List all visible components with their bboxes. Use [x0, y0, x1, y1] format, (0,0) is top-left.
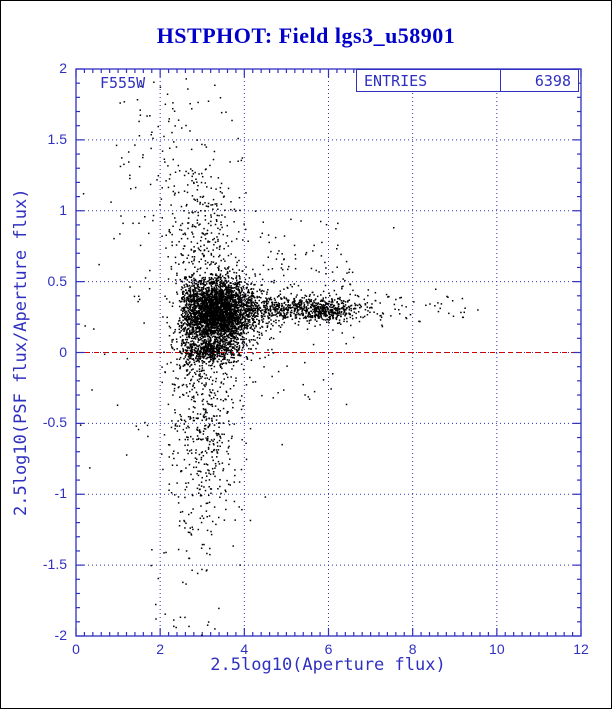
y-tick-label: 0.5 [47, 272, 67, 289]
x-tick-label: 2 [156, 641, 165, 657]
y-tick-label: -2 [54, 627, 67, 643]
x-tick-label: 6 [324, 641, 333, 657]
x-axis-title: 2.5log10(Aperture flux) [210, 655, 446, 675]
y-tick-label: -0.5 [42, 414, 67, 431]
x-tick-label: 0 [72, 641, 80, 657]
x-tick-label: 4 [240, 641, 249, 657]
y-tick-label: 1 [59, 201, 67, 218]
y-tick-label: -1 [54, 485, 67, 502]
stats-entries-value: 6398 [500, 70, 578, 91]
y-tick-label: 0 [59, 343, 67, 360]
stats-box: ENTRIES 6398 [356, 69, 579, 92]
y-tick-label: 1.5 [47, 130, 67, 147]
y-tick-label: -1.5 [42, 556, 67, 573]
x-tick-label: 8 [408, 641, 417, 657]
x-tick-label: 10 [489, 641, 505, 657]
x-tick-label: 12 [573, 641, 589, 657]
y-tick-label: 2 [59, 60, 67, 76]
filter-dataset-label: F555W [100, 74, 146, 92]
stats-entries-label: ENTRIES [364, 71, 428, 90]
